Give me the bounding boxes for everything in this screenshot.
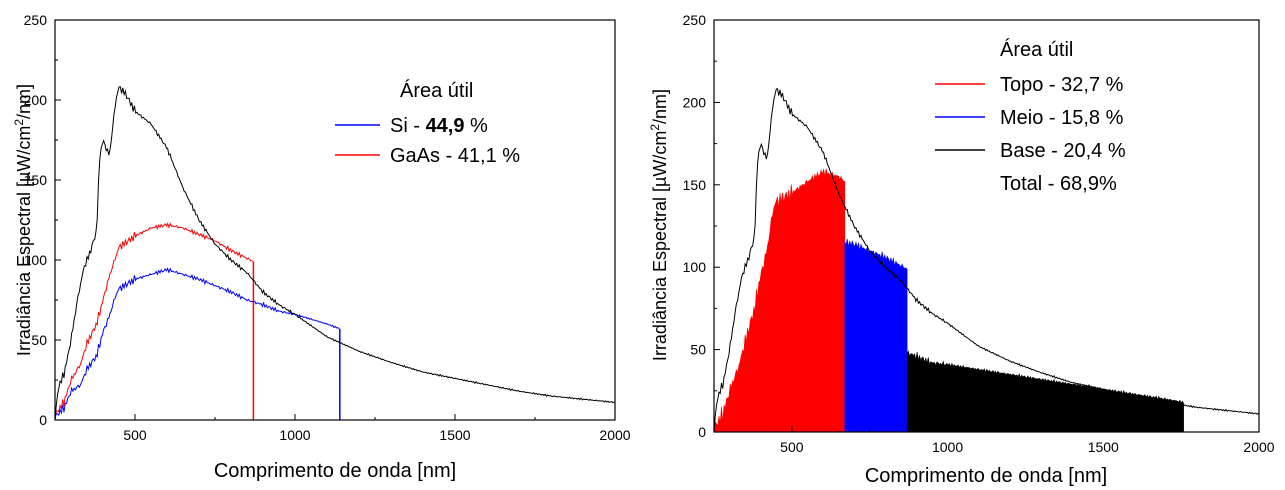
y-tick-label: 0 [39, 412, 47, 428]
left-legend: Área útil Si - 44,9 % GaAs - 41,1 % [335, 79, 520, 167]
series-line-gaas [54, 222, 254, 419]
x-tick-label: 1000 [279, 427, 310, 443]
y-tick-label: 250 [24, 12, 48, 28]
right-series-lines [713, 88, 1259, 433]
left-y-axis-label: Irradiância Espectral [µW/cm2/nm] [12, 84, 34, 356]
right-x-axis-label: Comprimento de onda [nm] [865, 465, 1107, 487]
y-tick-label: 150 [24, 172, 48, 188]
x-tick-label: 1500 [439, 427, 470, 443]
chart-right: 500 1000 1500 2000 0 50 100 150 200 250 Comprimen… [648, 12, 1275, 487]
right-tick-labels: 500 1000 1500 2000 0 50 100 150 200 250 [683, 12, 1275, 455]
series-line-si [54, 267, 340, 420]
left-tick-labels: 500 1000 1500 2000 0 50 100 150 200 250 [24, 12, 631, 443]
x-tick-label: 2000 [599, 427, 630, 443]
x-tick-label: 1500 [1088, 439, 1119, 455]
right-legend-label-topo: Topo - 32,7 % [1000, 74, 1124, 96]
x-tick-label: 1000 [932, 439, 963, 455]
y-tick-label: 150 [683, 177, 707, 193]
area-base [906, 350, 1184, 433]
y-tick-label: 200 [683, 94, 707, 110]
y-tick-label: 50 [31, 332, 47, 348]
area-meio [844, 238, 908, 433]
right-legend-label-meio: Meio - 15,8 % [1000, 107, 1124, 129]
x-tick-label: 500 [123, 427, 147, 443]
y-tick-label: 200 [24, 92, 48, 108]
y-tick-label: 100 [24, 252, 48, 268]
y-tick-label: 0 [698, 424, 706, 440]
left-x-axis-label: Comprimento de onda [nm] [214, 460, 456, 482]
series-line-spectrum [54, 86, 615, 421]
right-legend-label-total: Total - 68,9% [1000, 173, 1117, 195]
left-tick-marks [54, 19, 616, 421]
left-legend-title: Área útil [400, 79, 473, 102]
right-area-fills [713, 168, 1184, 433]
left-plot-frame [54, 19, 616, 421]
right-y-axis-label: Irradiância Espectral [µW/cm2/nm] [648, 89, 670, 361]
left-legend-label-gaas: GaAs - 41,1 % [390, 145, 520, 167]
chart-left: 500 1000 1500 2000 0 50 100 150 200 250 Comprimen… [12, 12, 631, 482]
left-series-lines [54, 86, 615, 421]
y-tick-label: 50 [690, 342, 706, 358]
right-legend-label-base: Base - 20,4 % [1000, 140, 1126, 162]
right-legend: Área útil Topo - 32,7 % Meio - 15,8 % Ba… [935, 38, 1126, 195]
y-tick-label: 100 [683, 259, 707, 275]
right-legend-title: Área útil [1000, 38, 1073, 61]
left-legend-label-si: Si - 44,9 % [390, 115, 488, 137]
x-tick-label: 500 [780, 439, 804, 455]
right-plot-frame [713, 19, 1260, 433]
area-topo [713, 168, 846, 433]
series-line-spectrum [713, 88, 1259, 433]
x-tick-label: 2000 [1243, 439, 1274, 455]
y-tick-label: 250 [683, 12, 707, 28]
